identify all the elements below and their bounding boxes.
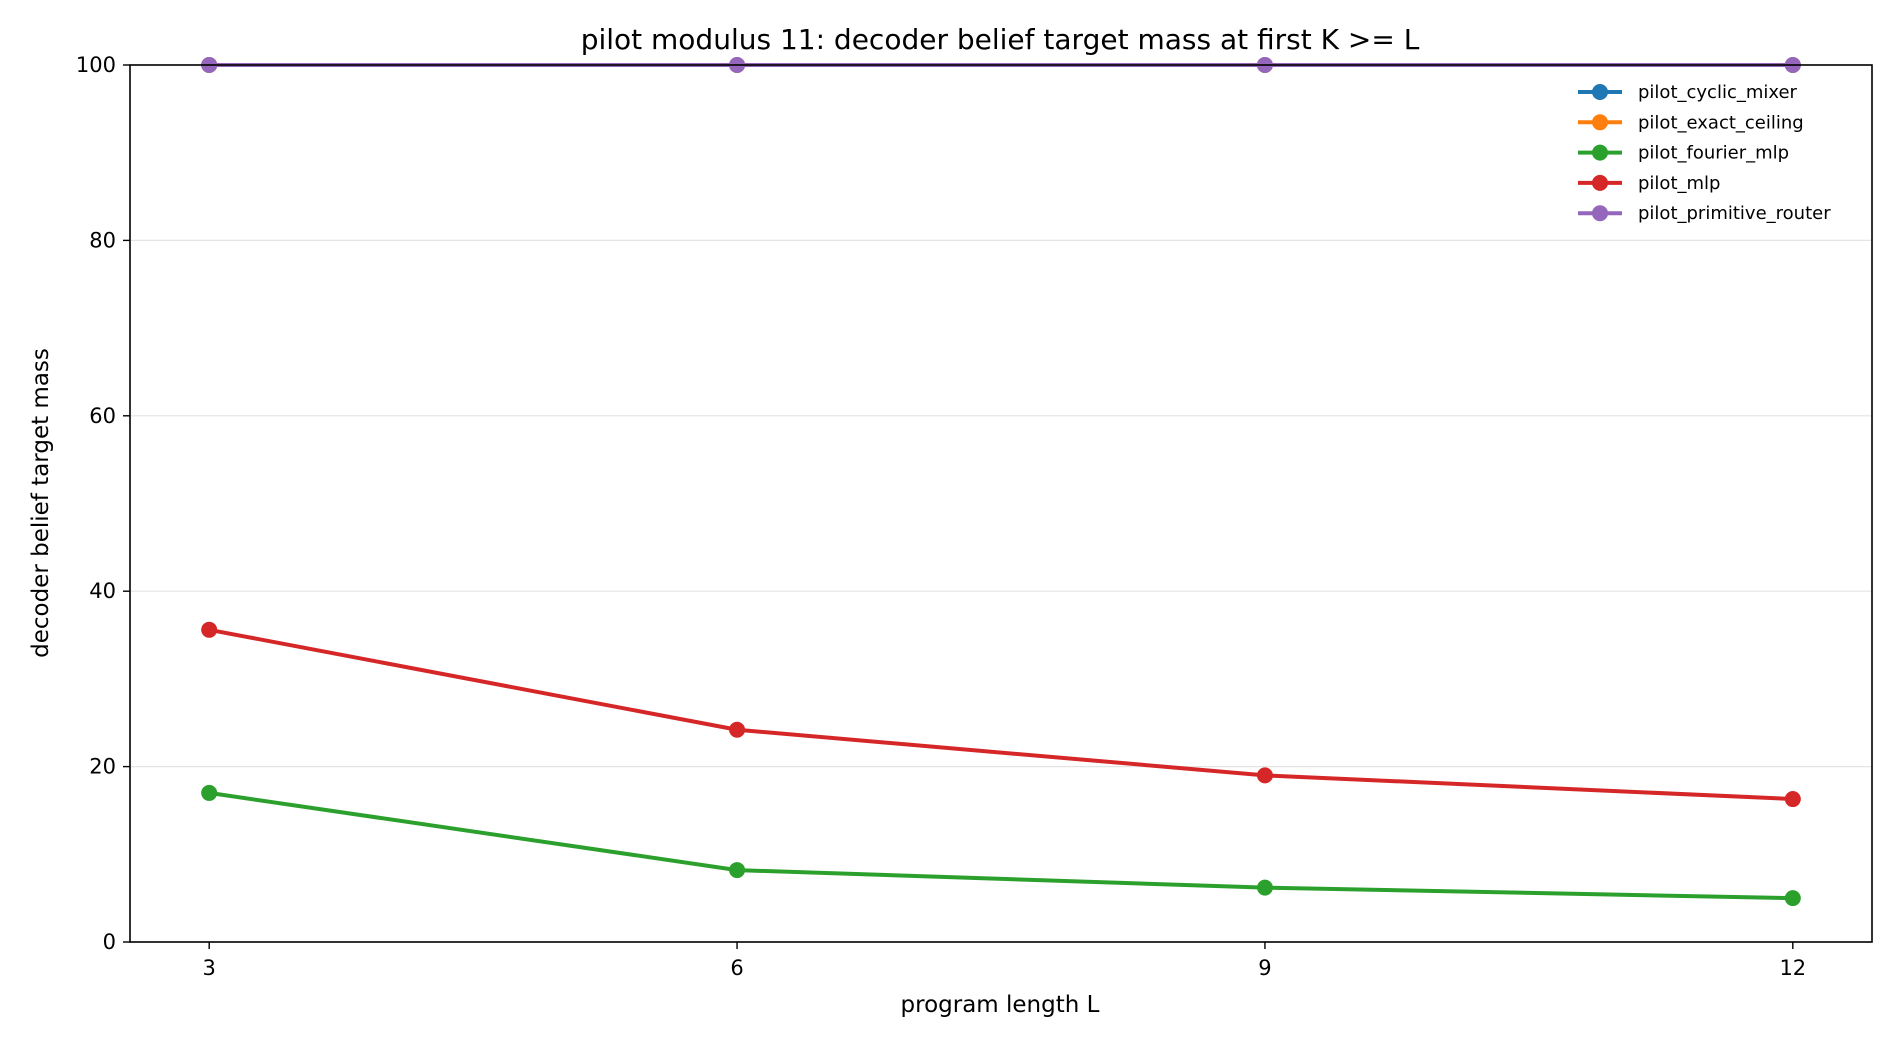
y-tick-label: 40 bbox=[89, 579, 116, 603]
y-tick-label: 0 bbox=[103, 930, 116, 954]
y-axis-label: decoder belief target mass bbox=[28, 348, 54, 658]
series-line bbox=[208, 790, 1793, 901]
series-pilot_fourier_mlp bbox=[201, 784, 1801, 907]
legend: pilot_cyclic_mixer pilot_exact_ceilingpil… bbox=[1578, 82, 1831, 224]
data-point bbox=[729, 721, 746, 738]
data-point bbox=[729, 862, 746, 879]
tick-layer: 0 20 40 60 80 100 3 6 9 12 bbox=[76, 53, 1806, 980]
legend-swatch-marker bbox=[1592, 84, 1608, 100]
series-pilot_mlp bbox=[201, 621, 1801, 808]
plot-frame bbox=[129, 64, 1873, 943]
data-point bbox=[201, 621, 218, 638]
legend-label: pilot_fourier_mlp bbox=[1638, 143, 1789, 164]
series-line bbox=[208, 627, 1793, 802]
legend-item: pilot_primitive_router bbox=[1578, 203, 1831, 224]
x-tick-label: 9 bbox=[1258, 956, 1271, 980]
chart-title: pilot modulus 11: decoder belief target … bbox=[581, 23, 1420, 56]
grid-layer bbox=[130, 64, 1872, 943]
legend-item: pilot_mlp bbox=[1578, 173, 1720, 194]
legend-item: pilot_fourier_mlp bbox=[1578, 143, 1789, 164]
legend-label: pilot_mlp bbox=[1638, 173, 1720, 194]
legend-swatch-marker bbox=[1592, 205, 1608, 222]
data-point bbox=[1784, 791, 1801, 808]
legend-swatch-marker bbox=[1592, 174, 1608, 191]
data-point bbox=[1256, 767, 1273, 784]
y-tick-label: 20 bbox=[89, 755, 116, 779]
x-tick-label: 6 bbox=[730, 956, 743, 980]
legend-swatch-marker bbox=[1592, 114, 1608, 131]
legend-item: pilot_exact_ceiling bbox=[1578, 112, 1804, 133]
x-tick-label: 3 bbox=[202, 956, 215, 980]
y-tick-label: 80 bbox=[89, 228, 116, 252]
x-tick-label: 12 bbox=[1779, 956, 1806, 980]
legend-swatch-marker bbox=[1592, 144, 1608, 161]
legend-label: pilot_cyclic_mixer bbox=[1638, 82, 1798, 103]
legend-label: pilot_primitive_router bbox=[1638, 203, 1831, 224]
data-point bbox=[201, 784, 218, 801]
legend-label: pilot_exact_ceiling bbox=[1638, 112, 1804, 133]
x-axis-label: program length L bbox=[901, 992, 1100, 1018]
data-point bbox=[1784, 890, 1801, 907]
y-tick-label: 60 bbox=[89, 404, 116, 428]
data-point bbox=[1256, 879, 1273, 896]
legend-item: pilot_cyclic_mixer bbox=[1578, 82, 1798, 103]
y-tick-label: 100 bbox=[76, 53, 116, 77]
series-layer bbox=[201, 57, 1801, 907]
